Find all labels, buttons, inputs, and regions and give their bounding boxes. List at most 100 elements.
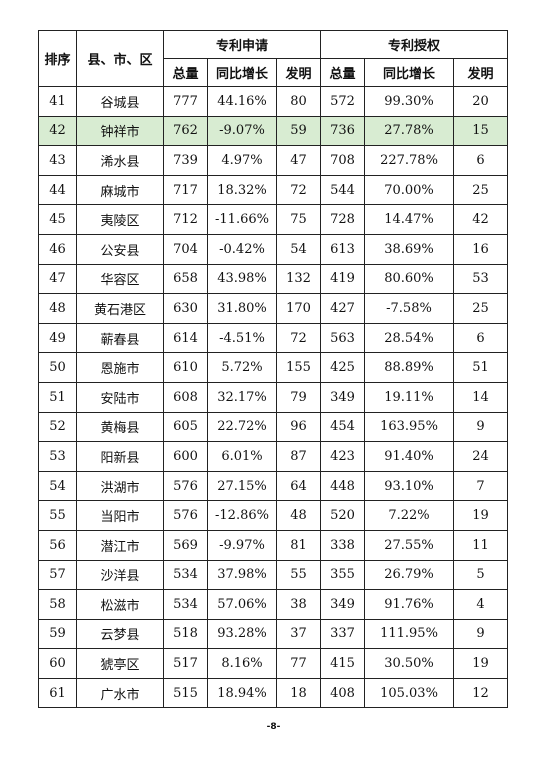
grant-total-cell: 349 [320, 381, 365, 413]
grant-total-cell: 419 [320, 263, 365, 295]
rank-cell: 52 [38, 411, 77, 443]
rank-cell: 46 [38, 233, 77, 265]
app-growth-cell: -4.51% [207, 322, 277, 354]
grant-invention-cell: 16 [453, 233, 508, 265]
app-invention-cell: 38 [276, 589, 321, 620]
grant-invention-cell: 4 [453, 589, 508, 620]
header-app-growth: 同比增长 [207, 58, 277, 87]
table-row: 57 沙洋县 534 37.98% 55 355 26.79% 5 [38, 559, 508, 591]
app-invention-cell: 77 [276, 648, 321, 679]
grant-growth-cell: 99.30% [364, 86, 454, 117]
app-growth-cell: 37.98% [207, 559, 277, 591]
app-invention-cell: 64 [276, 470, 321, 502]
grant-growth-cell: 38.69% [364, 233, 454, 265]
app-invention-cell: 75 [276, 204, 321, 235]
header-county: 县、市、区 [76, 30, 164, 87]
app-invention-cell: 18 [276, 677, 321, 709]
rank-cell: 55 [38, 500, 77, 531]
grant-growth-cell: 88.89% [364, 352, 454, 383]
header-grant-invention: 发明 [453, 58, 508, 87]
table-row: 54 洪湖市 576 27.15% 64 448 93.10% 7 [38, 470, 508, 502]
rank-cell: 47 [38, 263, 77, 295]
grant-invention-cell: 24 [453, 441, 508, 472]
app-invention-cell: 170 [276, 293, 321, 324]
county-cell: 沙洋县 [76, 559, 164, 591]
app-growth-cell: -12.86% [207, 500, 277, 531]
grant-growth-cell: 105.03% [364, 677, 454, 709]
grant-growth-cell: -7.58% [364, 293, 454, 324]
app-invention-cell: 72 [276, 174, 321, 206]
app-total-cell: 704 [163, 233, 208, 265]
table-row: 61 广水市 515 18.94% 18 408 105.03% 12 [38, 677, 508, 709]
app-invention-cell: 96 [276, 411, 321, 443]
app-total-cell: 600 [163, 441, 208, 472]
app-total-cell: 762 [163, 115, 208, 147]
table-row: 50 恩施市 610 5.72% 155 425 88.89% 51 [38, 352, 508, 383]
grant-total-cell: 427 [320, 293, 365, 324]
rank-cell: 60 [38, 648, 77, 679]
grant-invention-cell: 5 [453, 559, 508, 591]
grant-growth-cell: 28.54% [364, 322, 454, 354]
grant-total-cell: 736 [320, 115, 365, 147]
rank-cell: 56 [38, 529, 77, 561]
grant-growth-cell: 19.11% [364, 381, 454, 413]
grant-total-cell: 563 [320, 322, 365, 354]
table-row: 44 麻城市 717 18.32% 72 544 70.00% 25 [38, 174, 508, 206]
app-invention-cell: 80 [276, 86, 321, 117]
rank-cell: 59 [38, 618, 77, 650]
county-cell: 洪湖市 [76, 470, 164, 502]
app-growth-cell: 31.80% [207, 293, 277, 324]
county-cell: 阳新县 [76, 441, 164, 472]
table-body: 41 谷城县 777 44.16% 80 572 99.30% 20 42 钟祥市 762 -9.07… [38, 86, 508, 709]
grant-growth-cell: 91.76% [364, 589, 454, 620]
rank-cell: 53 [38, 441, 77, 472]
app-growth-cell: -11.66% [207, 204, 277, 235]
rank-cell: 42 [38, 115, 77, 147]
rank-cell: 57 [38, 559, 77, 591]
header-grants: 专利授权 [320, 30, 508, 59]
grant-total-cell: 613 [320, 233, 365, 265]
app-invention-cell: 81 [276, 529, 321, 561]
table-row: 48 黄石港区 630 31.80% 170 427 -7.58% 25 [38, 293, 508, 324]
app-total-cell: 576 [163, 500, 208, 531]
grant-total-cell: 544 [320, 174, 365, 206]
grant-total-cell: 728 [320, 204, 365, 235]
grant-invention-cell: 9 [453, 411, 508, 443]
grant-growth-cell: 163.95% [364, 411, 454, 443]
rank-cell: 49 [38, 322, 77, 354]
app-total-cell: 576 [163, 470, 208, 502]
app-growth-cell: 57.06% [207, 589, 277, 620]
app-invention-cell: 55 [276, 559, 321, 591]
app-invention-cell: 72 [276, 322, 321, 354]
app-invention-cell: 54 [276, 233, 321, 265]
county-cell: 黄梅县 [76, 411, 164, 443]
app-growth-cell: 18.94% [207, 677, 277, 709]
app-total-cell: 569 [163, 529, 208, 561]
county-cell: 谷城县 [76, 86, 164, 117]
table-row: 42 钟祥市 762 -9.07% 59 736 27.78% 15 [38, 115, 508, 147]
county-cell: 云梦县 [76, 618, 164, 650]
app-growth-cell: 6.01% [207, 441, 277, 472]
rank-cell: 50 [38, 352, 77, 383]
rank-cell: 48 [38, 293, 77, 324]
grant-growth-cell: 30.50% [364, 648, 454, 679]
table-row: 60 猇亭区 517 8.16% 77 415 30.50% 19 [38, 648, 508, 679]
table-row: 52 黄梅县 605 22.72% 96 454 163.95% 9 [38, 411, 508, 443]
grant-total-cell: 708 [320, 145, 365, 176]
app-total-cell: 610 [163, 352, 208, 383]
app-invention-cell: 79 [276, 381, 321, 413]
grant-total-cell: 338 [320, 529, 365, 561]
grant-growth-cell: 91.40% [364, 441, 454, 472]
table-row: 45 夷陵区 712 -11.66% 75 728 14.47% 42 [38, 204, 508, 235]
grant-total-cell: 448 [320, 470, 365, 502]
app-growth-cell: 22.72% [207, 411, 277, 443]
app-total-cell: 630 [163, 293, 208, 324]
app-growth-cell: 8.16% [207, 648, 277, 679]
app-total-cell: 717 [163, 174, 208, 206]
county-cell: 松滋市 [76, 589, 164, 620]
county-cell: 钟祥市 [76, 115, 164, 147]
county-cell: 公安县 [76, 233, 164, 265]
app-invention-cell: 132 [276, 263, 321, 295]
app-total-cell: 605 [163, 411, 208, 443]
header-app-invention: 发明 [276, 58, 321, 87]
